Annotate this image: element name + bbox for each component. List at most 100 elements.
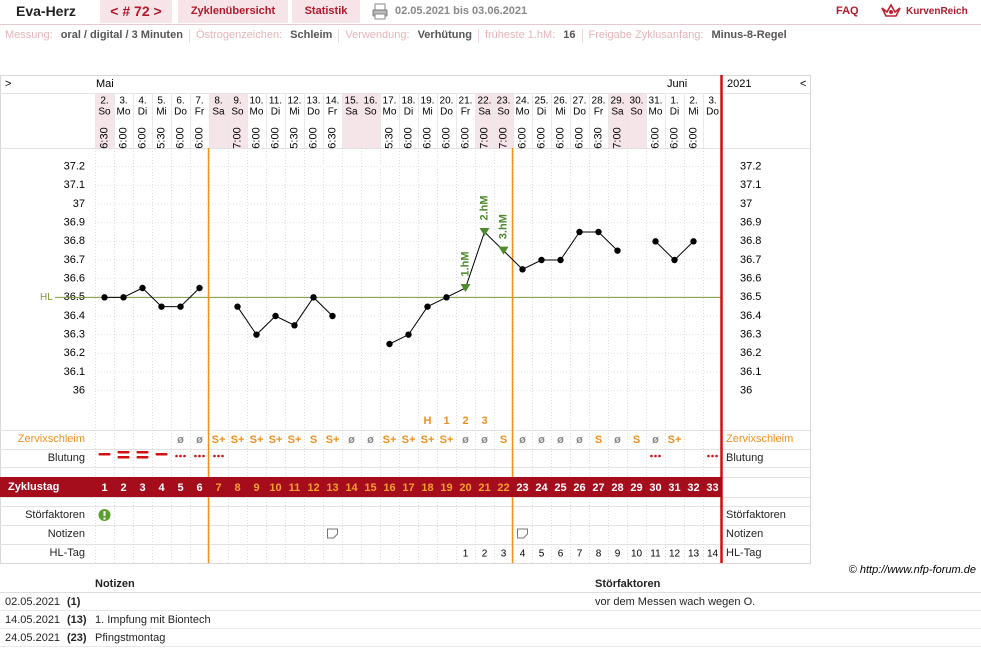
info-item: Verwendung: Verhütung: [338, 29, 478, 43]
bleeding-icon: [155, 453, 168, 456]
bleeding-icon: [98, 453, 111, 456]
info-value: Schleim: [290, 29, 333, 41]
notes-row: 14.05.2021 (13) 1. Impfung mit Biontech: [0, 610, 981, 629]
y-tick-label: 36.3: [740, 329, 761, 341]
day-number: 28.: [592, 96, 606, 107]
bleeding-icon: [183, 454, 186, 458]
copyright: © http://www.nfp-forum.de: [849, 564, 976, 575]
bleeding-icon: [175, 454, 178, 458]
weekday: Fr: [195, 107, 205, 118]
cycle-nav[interactable]: < # 72 >: [100, 0, 172, 23]
info-value: Verhütung: [417, 29, 472, 41]
day-number: 14.: [326, 96, 340, 107]
info-value: Minus-8-Regel: [711, 29, 787, 41]
brand[interactable]: KurvenReich: [906, 6, 968, 17]
temperature-point: [690, 238, 697, 245]
peak-marker: H: [424, 415, 432, 427]
hl-day: 13: [688, 549, 700, 560]
day-number: 27.: [573, 96, 587, 107]
bleeding-icon: [117, 451, 130, 454]
measure-time: 6:00: [459, 127, 471, 148]
cycle-day: 11: [289, 482, 301, 494]
cycle-day: 9: [253, 482, 259, 494]
weekend-bg: [608, 93, 627, 148]
hl-day: 12: [669, 549, 681, 560]
cycle-day: 29: [630, 482, 642, 494]
nav-next[interactable]: <: [800, 78, 806, 90]
row-label: HL-Tag: [50, 547, 85, 559]
info-line: Messung: oral / digital / 3 Minuten Östrog…: [5, 29, 793, 43]
weekday: Sa: [345, 107, 358, 118]
day-number: 6.: [176, 96, 184, 107]
notes-disturb: [590, 628, 981, 647]
notes-note: Pfingstmontag: [90, 628, 590, 647]
hl-day: 1: [463, 549, 469, 560]
temperature-point: [595, 228, 602, 236]
tab[interactable]: Zyklenübersicht: [178, 0, 288, 23]
hl-label: HL: [40, 292, 53, 303]
y-tick-label: 36.7: [64, 254, 85, 266]
cycle-day: 1: [101, 482, 107, 494]
weekday: So: [231, 107, 244, 118]
notes-day: (13): [62, 610, 90, 629]
day-number: 1.: [670, 96, 678, 107]
cycle-day: 18: [421, 482, 433, 494]
notes-disturb: vor dem Messen wach wegen O.: [590, 592, 981, 611]
temperature-point: [310, 294, 317, 301]
weekday: Sa: [212, 107, 225, 118]
measure-time: 5:30: [383, 127, 395, 148]
hm-marker: [498, 246, 509, 255]
day-number: 18.: [402, 96, 416, 107]
weekday: Do: [307, 107, 320, 118]
hl-day: 14: [707, 549, 719, 560]
mucus-symbol: ø: [557, 434, 564, 446]
y-tick-label: 36.6: [64, 273, 85, 285]
row-label: Zervixschleim: [726, 433, 793, 445]
faq-link[interactable]: FAQ: [836, 5, 859, 17]
measure-time: 7:00: [611, 127, 623, 148]
row-label: HL-Tag: [726, 547, 761, 559]
mucus-symbol: ø: [538, 434, 545, 446]
print-icon[interactable]: [372, 3, 388, 20]
temperature-point: [652, 238, 659, 245]
measure-time: 6:00: [440, 127, 452, 148]
measure-time: 7:00: [231, 127, 243, 148]
mucus-symbol: ø: [196, 434, 203, 446]
bleeding-icon: [217, 454, 220, 458]
hl-day: 2: [482, 549, 488, 560]
weekday: Di: [138, 107, 147, 118]
tab[interactable]: Statistik: [292, 0, 360, 23]
info-item: früheste 1.hM: 16: [477, 29, 582, 43]
y-tick-label: 36.1: [64, 366, 85, 378]
mucus-symbol: S+: [421, 434, 435, 446]
temperature-point: [234, 303, 241, 310]
y-tick-label: 36.4: [740, 310, 761, 322]
temperature-point: [386, 340, 393, 348]
notes-row: 02.05.2021 (1) vor dem Messen wach wegen O…: [0, 592, 981, 611]
day-number: 24.: [516, 96, 530, 107]
hl-day: 10: [631, 549, 643, 560]
temperature-point: [196, 284, 203, 292]
notes-row: 24.05.2021 (23) Pfingstmontag: [0, 628, 981, 647]
day-number: 25.: [535, 96, 549, 107]
bleeding-icon: [650, 454, 653, 458]
measure-time: 6:00: [649, 127, 661, 148]
bleeding-icon: [198, 454, 201, 458]
y-tick-label: 37.1: [64, 179, 85, 191]
notes-day: (1): [62, 592, 90, 611]
y-tick-label: 36.2: [740, 347, 761, 359]
logo-icon: [881, 3, 901, 17]
weekend-bg: [228, 93, 247, 148]
y-tick-label: 36.8: [64, 235, 85, 247]
hl-day: 7: [577, 549, 583, 560]
day-number: 7.: [195, 96, 203, 107]
nav-prev[interactable]: >: [5, 78, 11, 90]
measure-time: 6:00: [554, 127, 566, 148]
bleeding-icon: [711, 454, 714, 458]
weekday: Do: [174, 107, 187, 118]
measure-time: 6:00: [136, 127, 148, 148]
weekday: Mo: [649, 107, 663, 118]
weekend-bg: [627, 93, 646, 148]
measure-time: 7:00: [497, 127, 509, 148]
y-tick-label: 36.9: [740, 217, 761, 229]
